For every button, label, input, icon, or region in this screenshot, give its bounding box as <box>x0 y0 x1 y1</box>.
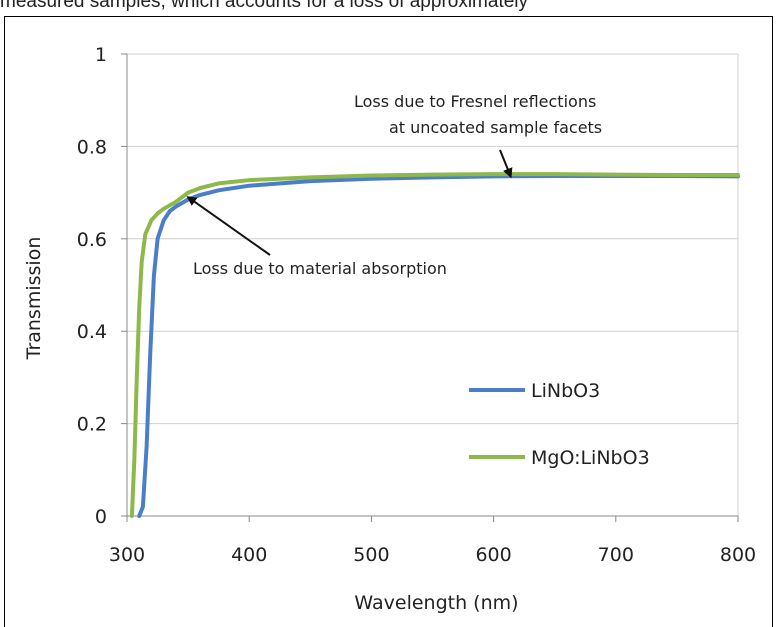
y-tick-label: 0.6 <box>77 229 107 251</box>
annotation-arrow <box>499 149 513 179</box>
y-tick-labels: 0 0.2 0.4 0.6 0.8 1 <box>77 44 107 528</box>
x-axis-label: Wavelength (nm) <box>354 592 518 614</box>
series-line-1 <box>137 174 740 518</box>
annotation-text: at uncoated sample facets <box>389 118 602 137</box>
annotation-text: Loss due to Fresnel reflections <box>354 92 596 111</box>
legend-label-2: MgO:LiNbO3 <box>531 447 650 469</box>
x-tick-label: 800 <box>720 544 756 566</box>
y-tick-label: 0.4 <box>77 321 107 343</box>
legend-label-1: LiNbO3 <box>531 380 600 402</box>
x-tick-labels: 300 400 500 600 700 800 <box>109 544 756 566</box>
chart-frame <box>4 16 773 627</box>
annotation-text: Loss due to material absorption <box>193 259 447 278</box>
y-axis-label: Transmission <box>23 237 45 361</box>
caption-text: measured samples, which accounts for a l… <box>0 0 529 12</box>
y-tick-label: 0 <box>95 506 107 528</box>
x-tick-label: 400 <box>231 544 267 566</box>
annotation-arrow <box>186 196 271 256</box>
series-line-2 <box>129 172 740 518</box>
y-tick-label: 0.2 <box>77 414 107 436</box>
grid-lines <box>127 53 739 516</box>
x-tick-label: 700 <box>598 544 634 566</box>
x-tick-label: 500 <box>353 544 389 566</box>
legend: LiNbO3 MgO:LiNbO3 <box>469 380 650 469</box>
y-tick-label: 1 <box>95 44 107 66</box>
series-lines <box>129 172 740 518</box>
x-tick-label: 600 <box>475 544 511 566</box>
y-tick-label: 0.8 <box>77 136 107 158</box>
axes <box>121 53 739 522</box>
annotations: Loss due to Fresnel reflections at uncoat… <box>186 92 602 278</box>
x-tick-label: 300 <box>109 544 145 566</box>
